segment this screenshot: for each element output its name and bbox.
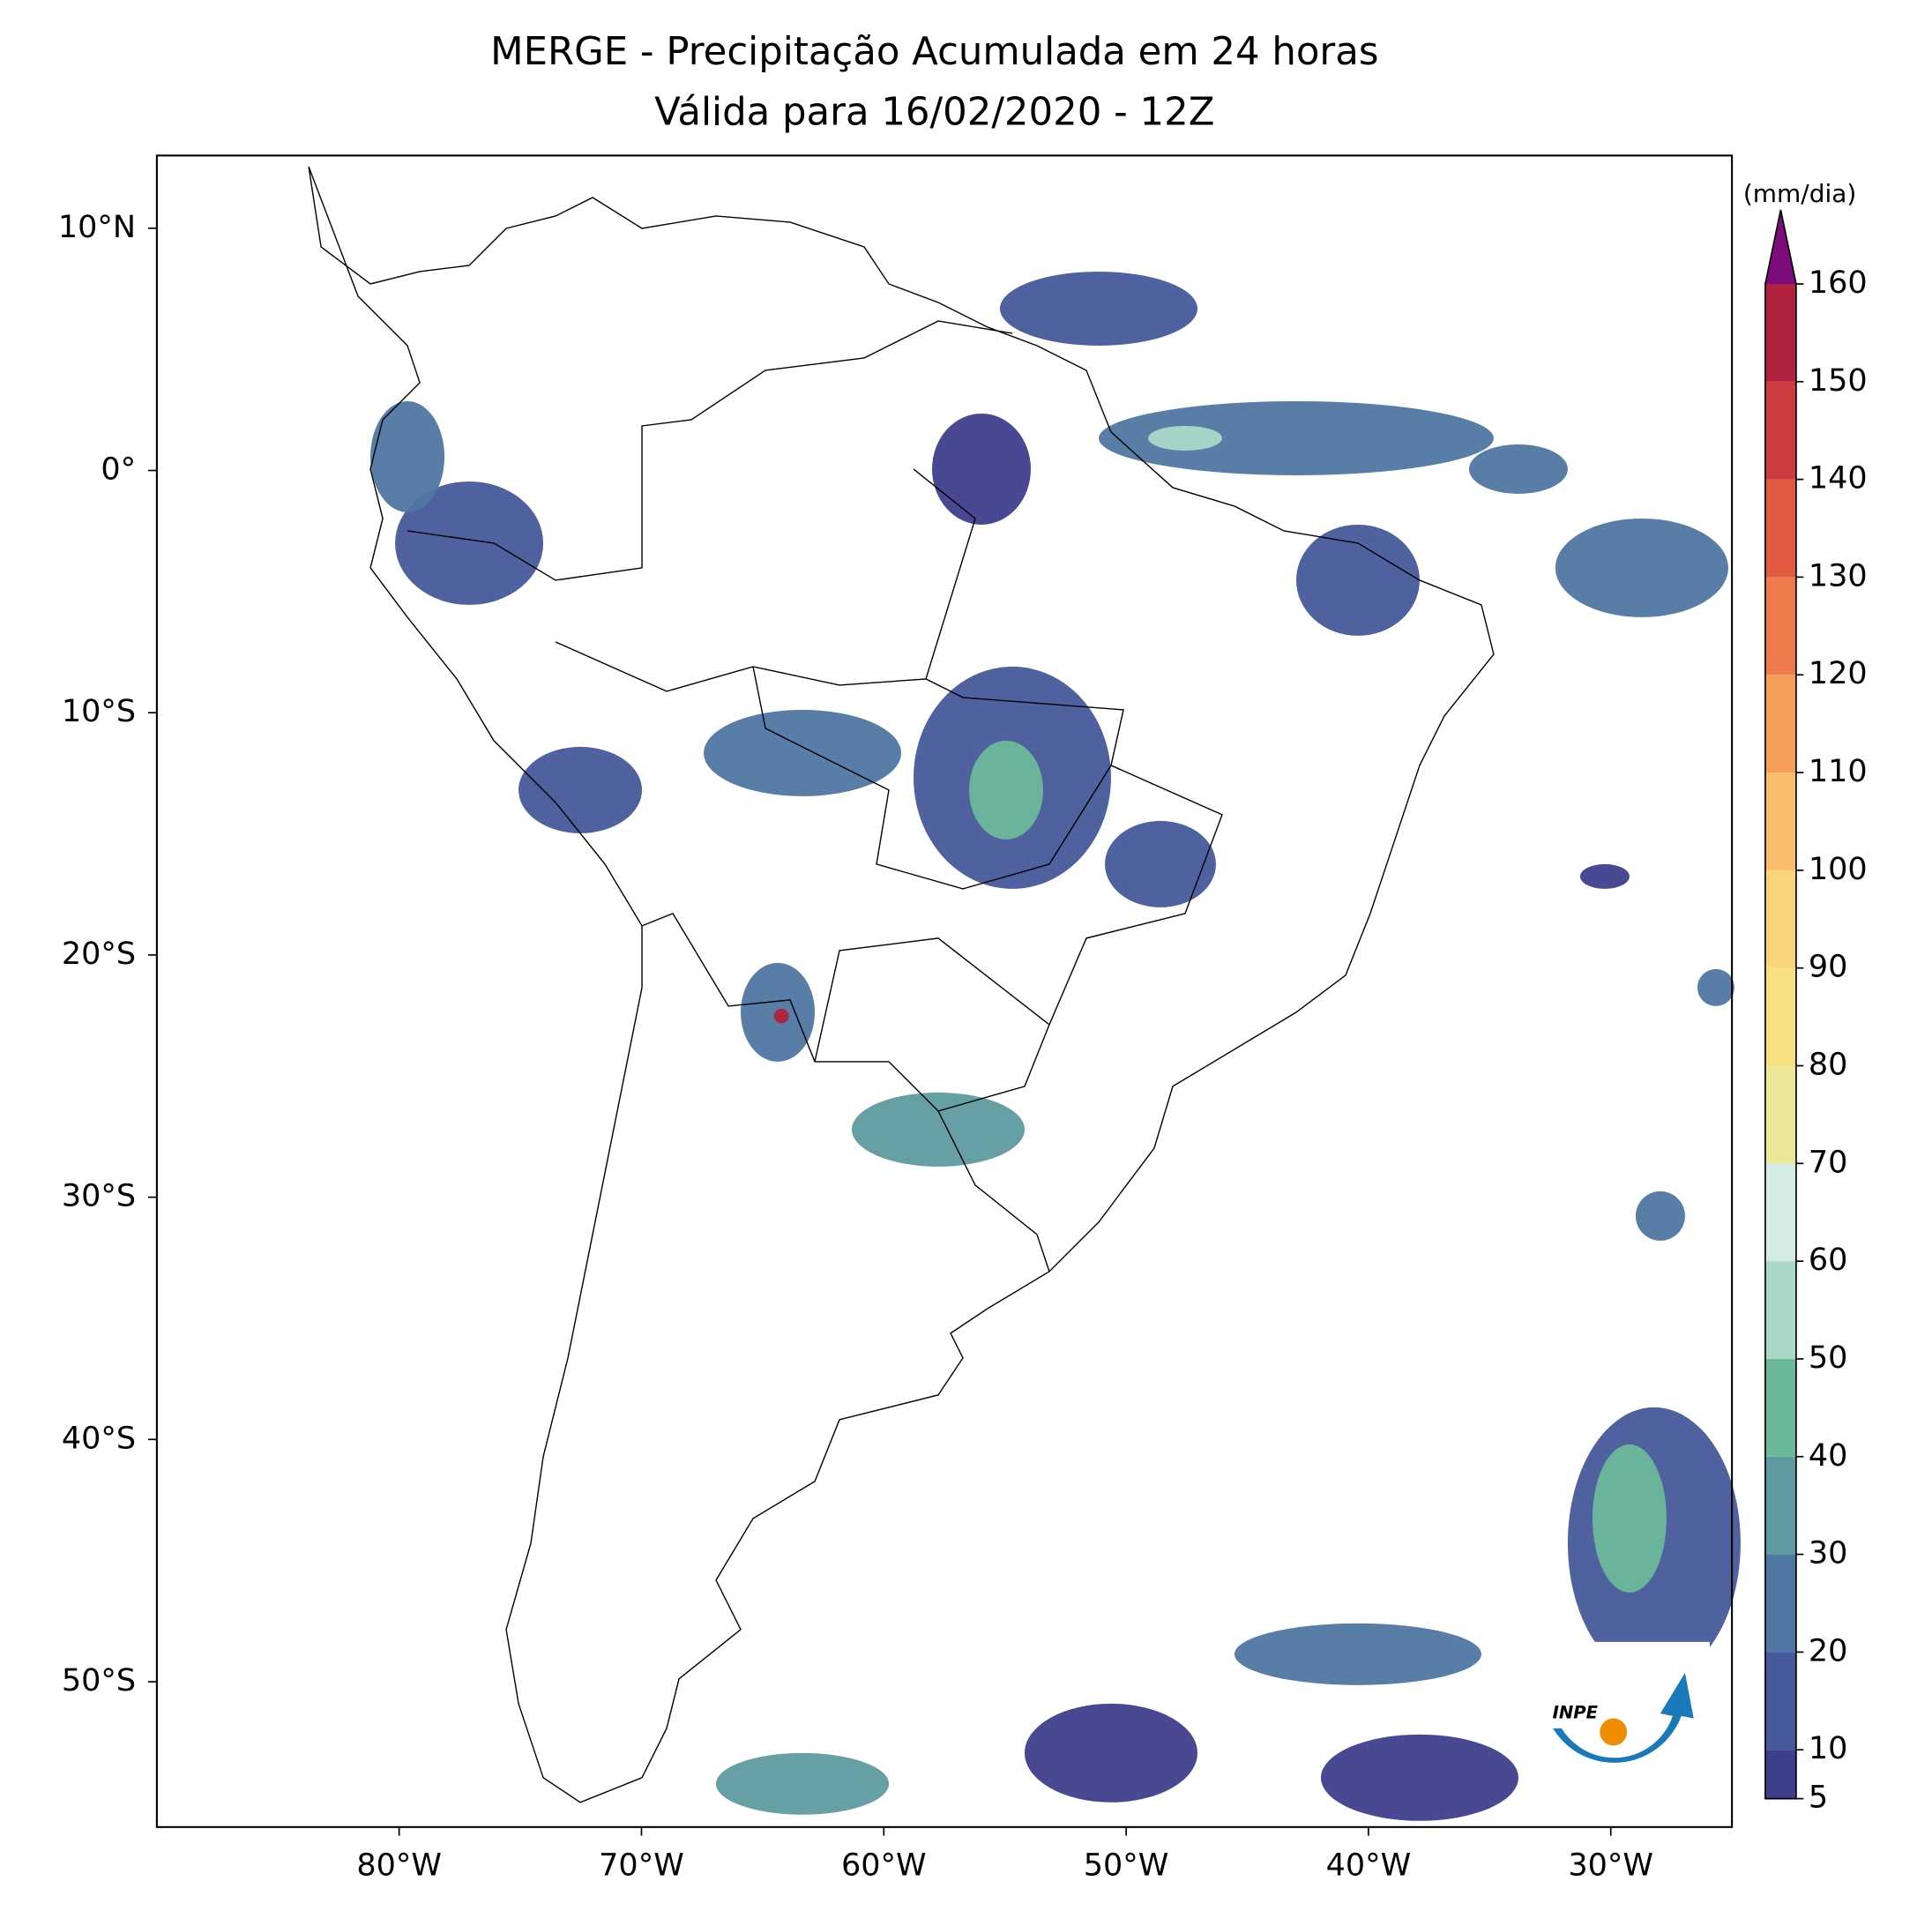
colorbar-tick-label: 20 [1809, 1633, 1848, 1668]
rain-area [1295, 524, 1420, 636]
title: MERGE - Precipitação Acumulada em 24 hor… [490, 30, 1378, 74]
rain-area [1579, 863, 1630, 889]
colorbar-tick-label: 50 [1809, 1340, 1848, 1376]
colorbar-band [1764, 1456, 1796, 1555]
coastline [308, 166, 1495, 1803]
x-tick-label: 50°W [1084, 1848, 1169, 1884]
y-tick-label: 20°S [62, 937, 136, 972]
colorbar-band [1764, 1261, 1796, 1359]
colorbar-band [1764, 1750, 1796, 1799]
map-frame [155, 154, 1734, 1828]
colorbar-band [1764, 870, 1796, 968]
rain-area [1697, 968, 1734, 1006]
y-tick-label: 50°S [62, 1663, 136, 1698]
colorbar-tick-label: 40 [1809, 1438, 1848, 1474]
precipitation-field [370, 271, 1741, 1821]
colorbar-tick-label: 60 [1809, 1243, 1848, 1278]
rain-area [1555, 518, 1728, 617]
colorbar-tick-label: 130 [1809, 558, 1868, 593]
colorbar-frame [1764, 209, 1797, 1800]
colorbar-tick-label: 10 [1809, 1731, 1848, 1766]
colorbar-band [1764, 1065, 1796, 1164]
colorbar-band [1764, 1554, 1796, 1653]
rain-area [1320, 1734, 1518, 1821]
colorbar-tick-label: 5 [1809, 1780, 1828, 1816]
colorbar-tick-label: 140 [1809, 461, 1868, 496]
colorbar-band [1764, 1358, 1796, 1457]
logo-text: INPE [1553, 1703, 1599, 1723]
rain-area [1234, 1623, 1481, 1685]
x-tick-label: 40°W [1326, 1848, 1412, 1884]
colorbar-band [1764, 967, 1796, 1066]
logo-dot [1600, 1718, 1628, 1746]
colorbar-band [1764, 1163, 1796, 1262]
map-area [308, 166, 1741, 1821]
colorbar-tick-label: 110 [1809, 754, 1868, 789]
colorbar-tick-label: 80 [1809, 1047, 1848, 1082]
rain-area [1147, 425, 1222, 451]
y-tick-label: 40°S [62, 1421, 136, 1456]
rain-area [395, 481, 544, 605]
rain-area [852, 1092, 1025, 1167]
rain-area [716, 1752, 890, 1815]
borders [407, 320, 1223, 1273]
colorbar-band [1764, 773, 1796, 870]
colorbar-band [1764, 675, 1796, 773]
rain-area [999, 271, 1197, 346]
y-tick-label: 10°S [62, 694, 136, 729]
y-tick-label: 10°N [58, 210, 136, 245]
x-tick-label: 30°W [1568, 1848, 1653, 1884]
rain-area [1098, 400, 1494, 475]
x-tick-label: 80°W [356, 1848, 442, 1884]
colorbar-tick-label: 120 [1809, 656, 1868, 691]
colorbar-band [1764, 577, 1796, 676]
subtitle: Válida para 16/02/2020 - 12Z [654, 91, 1214, 135]
rain-area [1468, 444, 1568, 494]
x-tick-label: 70°W [599, 1848, 684, 1884]
rain-area [1024, 1703, 1197, 1803]
rain-area [370, 400, 445, 512]
colorbar-band [1764, 479, 1796, 578]
colorbar-tick-label: 90 [1809, 950, 1848, 985]
rain-area [1592, 1444, 1667, 1593]
colorbar-tick-label: 160 [1809, 265, 1868, 301]
y-tick-label: 30°S [62, 1179, 136, 1214]
x-tick-label: 60°W [841, 1848, 927, 1884]
colorbar-tick-label: 30 [1809, 1536, 1848, 1571]
colorbar-label: (mm/dia) [1743, 179, 1856, 208]
colorbar-tick-label: 100 [1809, 852, 1868, 887]
rain-area [518, 746, 643, 833]
y-tick-label: 0° [101, 452, 136, 487]
rain-area [968, 740, 1043, 840]
rain-area [932, 413, 1031, 525]
colorbar-tick-label: 150 [1809, 363, 1868, 399]
logo: INPE [1524, 1641, 1710, 1803]
colorbar-band [1764, 283, 1796, 382]
rain-area [773, 1008, 789, 1024]
colorbar-band [1764, 381, 1796, 480]
rain-area [704, 709, 902, 796]
colorbar-tick-label: 70 [1809, 1145, 1848, 1180]
rain-area [1635, 1191, 1685, 1241]
colorbar-extend [1764, 209, 1796, 284]
colorbar-band [1764, 1652, 1796, 1751]
rain-area [1104, 820, 1216, 907]
logo-arrow [1553, 1672, 1694, 1763]
